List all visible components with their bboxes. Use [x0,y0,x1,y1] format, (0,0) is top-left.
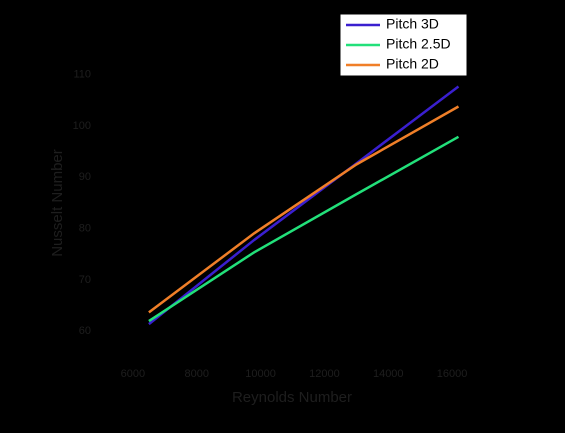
legend-label: Pitch 2.5D [386,36,451,52]
legend-label: Pitch 3D [386,16,439,32]
legend: Pitch 3D Pitch 2.5D Pitch 2D [339,13,468,77]
series-line [148,85,460,326]
x-tick-label: 6000 [121,368,145,380]
y-axis-label: Nusselt Number [49,149,66,257]
series-line [148,135,460,323]
x-tick-label: 8000 [185,368,209,380]
x-axis-label: Reynolds Number [232,389,352,406]
x-tick-label: 16000 [437,368,468,380]
x-tick-label: 14000 [373,368,404,380]
y-tick-label: 110 [73,69,91,81]
y-tick-label: 70 [79,274,91,286]
y-tick-label: 80 [79,223,91,235]
x-tick-label: 10000 [245,368,276,380]
y-tick-label: 60 [79,325,91,337]
legend-label: Pitch 2D [386,56,439,72]
x-tick-label: 12000 [309,368,340,380]
series-line [148,105,460,314]
y-tick-label: 90 [79,171,91,183]
y-tick-label: 100 [73,120,91,132]
